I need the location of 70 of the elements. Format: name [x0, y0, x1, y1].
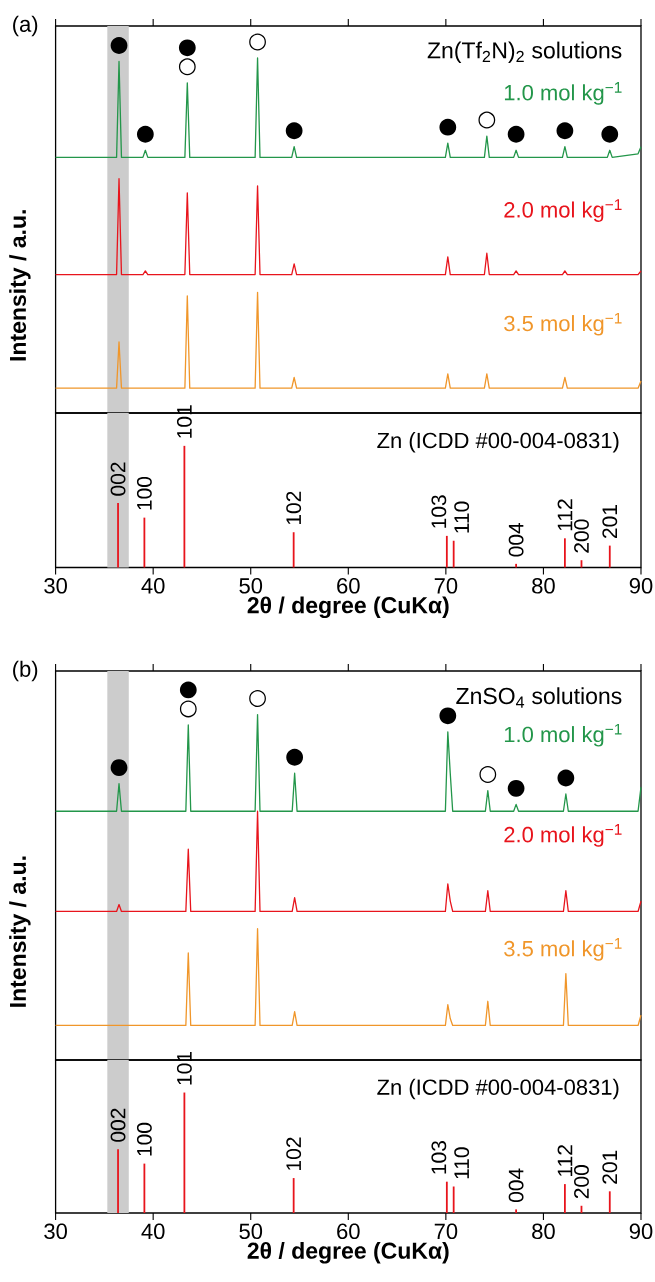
x-tick-label: 30: [44, 578, 67, 594]
annotation: 102: [286, 1137, 302, 1170]
legend-title: ZnSO$_{4}$ solutions: [456, 687, 622, 708]
text: (a): [13, 15, 38, 37]
chart-title: Zn (ICDD #00-004-0831): [377, 1078, 619, 1100]
annotation: 110: [454, 1147, 470, 1179]
x-tick-label: 40: [141, 578, 165, 594]
annotation: ●: [439, 118, 457, 136]
annotation: 200: [574, 1165, 589, 1199]
legend-title: Zn(Tf$_{2}$N)$_{2}$ solutions: [427, 41, 622, 64]
annotation: 101: [176, 1052, 192, 1085]
x-axis-title: 2θ / degree (CuKα): [247, 596, 449, 619]
x-axis-title: 2θ / degree (CuKα): [247, 1241, 449, 1264]
annotation: 100: [136, 476, 152, 510]
annotation: 102: [286, 491, 302, 525]
series-label: 3.5 mol kg$^{−1}$: [504, 312, 622, 336]
annotation: ●: [556, 122, 574, 140]
annotation: 103: [431, 495, 447, 528]
x-tick-label: 90: [629, 1223, 653, 1240]
x-tick-label: 80: [532, 1223, 555, 1240]
annotation: ●: [507, 779, 525, 797]
annotation: ○: [249, 690, 266, 708]
annotation: ●: [286, 748, 304, 766]
annotation: 110: [454, 501, 470, 533]
annotation: ●: [601, 125, 619, 143]
annotation: 004: [508, 1168, 524, 1203]
annotation: ●: [285, 122, 303, 140]
series-label: 1.0 mol kg$^{−1}$: [504, 82, 622, 105]
annotation: ●: [110, 759, 128, 777]
x-tick-label: 60: [337, 1223, 360, 1240]
annotation: 112: [557, 1145, 573, 1176]
x-tick-label: 40: [141, 1223, 165, 1240]
annotation: 002: [110, 462, 126, 496]
text: 1.0 mol kg$^{−1}$: [504, 723, 622, 747]
annotation: 100: [136, 1122, 152, 1156]
annotation: ○: [478, 111, 496, 129]
annotation: ●: [110, 37, 128, 54]
annotation: ○: [479, 766, 497, 784]
text: (b): [13, 660, 38, 682]
annotation: 101: [176, 405, 192, 438]
chart-title: Zn (ICDD #00-004-0831): [377, 432, 619, 453]
x-tick-label: 70: [434, 578, 458, 594]
y-axis-title: Intensity / a.u.: [9, 856, 31, 1007]
x-tick-label: 70: [434, 1223, 458, 1240]
annotation: 201: [602, 1150, 618, 1184]
annotation: ●: [557, 769, 575, 787]
text: 2.0 mol kg$^{−1}$: [504, 824, 622, 847]
x-tick-label: 30: [44, 1223, 67, 1240]
y-axis-title: Intensity / a.u.: [9, 210, 31, 361]
annotation: ●: [178, 39, 196, 57]
x-tick-label: 50: [239, 578, 263, 594]
annotation: 002: [110, 1108, 126, 1142]
x-tick-label: 50: [239, 1223, 263, 1240]
annotation: 200: [574, 519, 589, 553]
annotation: 112: [557, 499, 573, 531]
x-tick-label: 60: [337, 578, 360, 594]
annotation: ●: [439, 707, 457, 725]
annotation: 103: [431, 1141, 447, 1174]
x-tick-label: 90: [629, 578, 653, 594]
annotation: 004: [508, 522, 524, 557]
annotation: ○: [249, 33, 266, 51]
annotation: ○: [179, 700, 197, 718]
annotation: ●: [136, 125, 154, 143]
annotation: ○: [178, 58, 196, 76]
x-tick-label: 80: [532, 578, 555, 594]
annotation: ●: [179, 681, 197, 699]
series-label: 3.5 mol kg$^{−1}$: [504, 938, 622, 961]
annotation: 201: [602, 505, 618, 539]
annotation: ●: [507, 125, 525, 143]
series-label: 2.0 mol kg$^{−1}$: [504, 199, 622, 222]
